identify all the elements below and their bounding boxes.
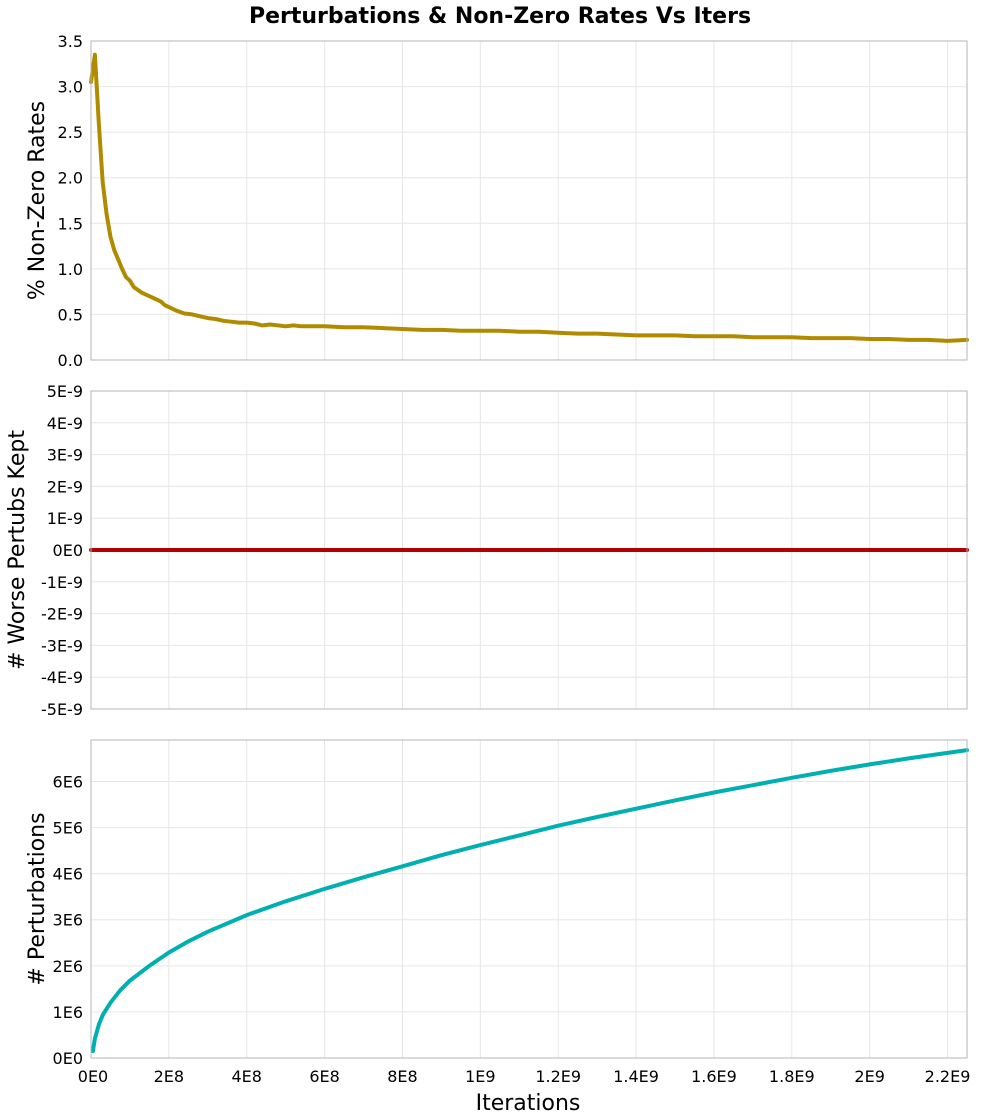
- y-tick-label: 2.5: [58, 123, 83, 142]
- y-axis-label: # Worse Pertubs Kept: [5, 430, 30, 670]
- y-tick-label: 3E6: [53, 911, 83, 930]
- y-tick-label: 0E0: [53, 1049, 83, 1068]
- subplot-perturbations: 0E0 1E6 2E6 3E6 4E6 5E6 6E6 # Perturbations: [25, 739, 969, 1068]
- y-tick-label: 5E-9: [47, 382, 83, 401]
- x-tick-label: 1E9: [465, 1067, 495, 1086]
- y-tick-label: 2E-9: [47, 477, 83, 496]
- y-tick-label: -2E-9: [41, 605, 83, 624]
- y-tick-label: 5E6: [53, 819, 83, 838]
- y-tick-label: -5E-9: [41, 700, 83, 719]
- x-tick-label: 4E8: [231, 1067, 261, 1086]
- y-tick-label: 0.0: [58, 351, 83, 370]
- x-tick-label: 2E9: [854, 1067, 884, 1086]
- y-tick-label: -4E-9: [41, 668, 83, 687]
- y-tick-label: 4E6: [53, 865, 83, 884]
- x-tick-label: 1.2E9: [535, 1067, 581, 1086]
- series-line-nonzero: [89, 52, 969, 343]
- y-tick-label: 0.5: [58, 305, 83, 324]
- x-tick-label: 2.2E9: [925, 1067, 971, 1086]
- y-tick-label: 3.0: [58, 78, 83, 97]
- plot-frame: [90, 390, 968, 710]
- x-tick-label: 1.4E9: [613, 1067, 659, 1086]
- y-tick-label: -1E-9: [41, 573, 83, 592]
- y-tick-label: 0E0: [53, 541, 83, 560]
- y-tick-label: 1E-9: [47, 509, 83, 528]
- chart-title: Perturbations & Non-Zero Rates Vs Iters: [249, 4, 751, 29]
- y-tick-label: 2E6: [53, 957, 83, 976]
- x-tick-label: 1.6E9: [691, 1067, 737, 1086]
- y-tick-label: 1.0: [58, 260, 83, 279]
- series-line-perturbations: [90, 748, 969, 1054]
- x-axis-label: Iterations: [476, 1091, 581, 1116]
- x-tick-label: 1.8E9: [769, 1067, 815, 1086]
- y-tick-label: 2.0: [58, 169, 83, 188]
- subplot-worse: 5E-9 4E-9 3E-9 2E-9 1E-9 0E0 -1E-9 -2E-9 -3E-9 -4…: [5, 382, 969, 719]
- x-tick-label: 0E0: [78, 1067, 108, 1086]
- subplot-nonzero: 0.0 0.5 1.0 1.5 2.0 2.5 3.0 3.5 % Non-Zero Rates: [25, 32, 969, 370]
- y-tick-label: 1.5: [58, 214, 83, 233]
- y-axis-label: % Non-Zero Rates: [25, 101, 50, 300]
- x-tick-label: 6E8: [309, 1067, 339, 1086]
- y-tick-label: 3E-9: [47, 446, 83, 465]
- x-tick-label: 8E8: [387, 1067, 417, 1086]
- y-tick-label: -3E-9: [41, 636, 83, 655]
- y-axis-label: # Perturbations: [25, 812, 50, 985]
- plot-frame: [90, 40, 968, 361]
- y-tick-label: 4E-9: [47, 414, 83, 433]
- plot-frame: [90, 739, 968, 1059]
- y-tick-label: 1E6: [53, 1003, 83, 1022]
- y-tick-label: 3.5: [58, 32, 83, 51]
- y-tick-label: 6E6: [53, 772, 83, 791]
- x-tick-label: 2E8: [154, 1067, 184, 1086]
